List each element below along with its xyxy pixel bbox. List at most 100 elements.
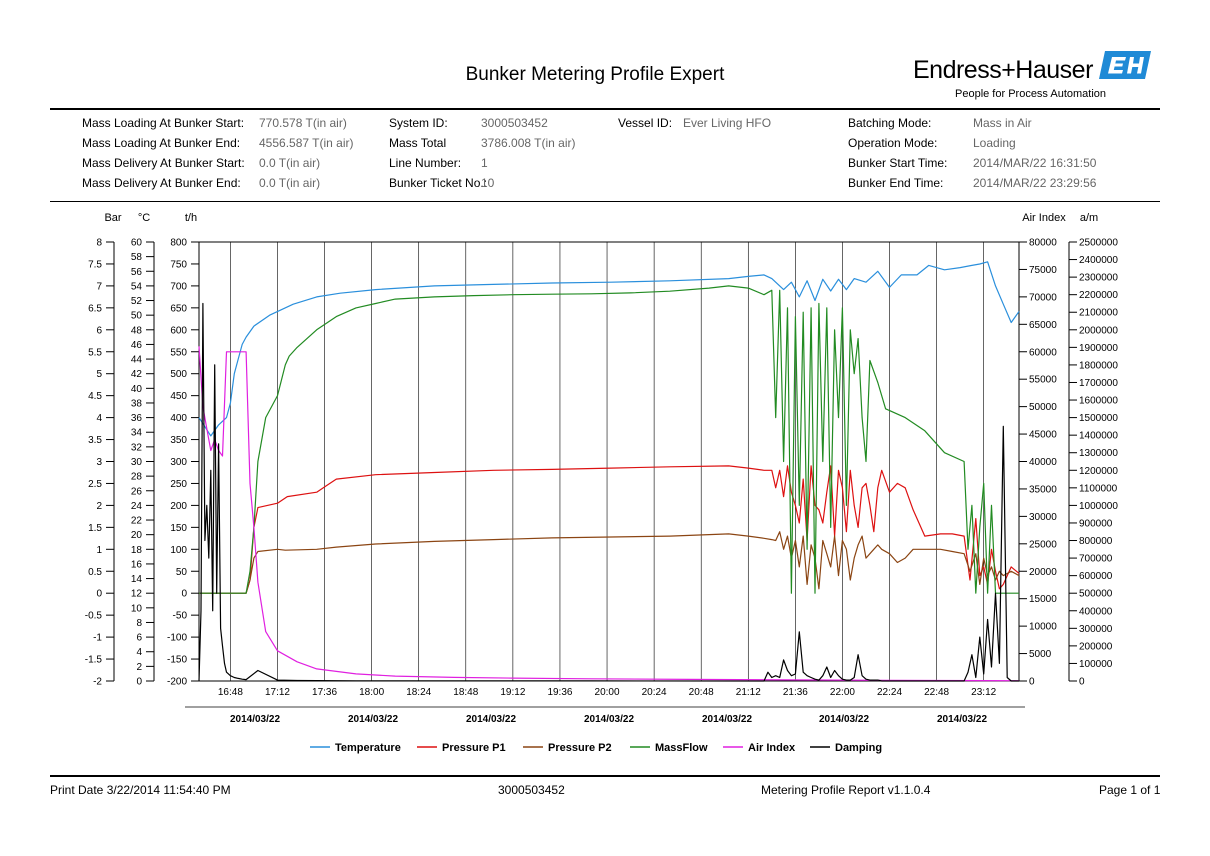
x-tick-label: 18:24: [406, 687, 431, 698]
x-tick-label: 17:36: [312, 687, 337, 698]
y-tick-label: 42: [131, 369, 143, 380]
date-label: 2014/03/22: [702, 714, 752, 725]
y-tick-label: 100000: [1079, 659, 1113, 670]
y-tick-label: 40000: [1029, 457, 1057, 468]
y-tick-label: 12: [131, 589, 143, 600]
y-tick-label: 54: [131, 281, 143, 292]
legend-label: Air Index: [748, 742, 796, 754]
y-tick-label: 80000: [1029, 238, 1057, 249]
footer-rule: [50, 775, 1160, 777]
x-tick-label: 22:24: [877, 687, 902, 698]
info-rule: [50, 201, 1160, 202]
brand-name: Endress+Hauser: [913, 56, 1093, 84]
y-tick-label: 20000: [1029, 567, 1057, 578]
date-label: 2014/03/22: [230, 714, 280, 725]
date-label: 2014/03/22: [348, 714, 398, 725]
y-tick-label: 800: [170, 238, 187, 249]
x-tick-label: 21:12: [736, 687, 761, 698]
y-tick-label: 44: [131, 355, 143, 366]
info-label: Mass Delivery At Bunker End:: [82, 176, 241, 190]
y-tick-label: 750: [170, 259, 187, 270]
axis-title-degC: °C: [138, 212, 150, 224]
y-tick-label: 14: [131, 574, 143, 585]
y-tick-label: 75000: [1029, 265, 1057, 276]
info-label: Bunker Ticket No.:: [389, 176, 488, 190]
y-tick-label: 550: [170, 347, 187, 358]
info-label: Bunker Start Time:: [848, 156, 948, 170]
y-tick-label: 2000000: [1079, 325, 1118, 336]
y-tick-label: -200: [167, 677, 187, 688]
axis-title-air: Air Index: [1022, 212, 1066, 224]
y-tick-label: 38: [131, 398, 143, 409]
y-tick-label: 4.5: [88, 391, 102, 402]
y-tick-label: 1300000: [1079, 448, 1118, 459]
y-tick-label: 350: [170, 435, 187, 446]
y-tick-label: 4: [136, 647, 142, 658]
y-tick-label: 5.5: [88, 347, 102, 358]
y-tick-label: 250: [170, 479, 187, 490]
y-tick-label: 20: [131, 530, 143, 541]
y-tick-label: 650: [170, 303, 187, 314]
y-tick-label: 1600000: [1079, 396, 1118, 407]
info-value: 770.578 T(in air): [259, 116, 347, 130]
info-label: Mass Total: [389, 136, 447, 150]
y-tick-label: 2.5: [88, 479, 102, 490]
y-tick-label: 3: [96, 457, 102, 468]
info-value: 3000503452: [481, 116, 548, 130]
info-value: 0.0 T(in air): [259, 176, 321, 190]
info-value: 2014/MAR/22 23:29:56: [973, 176, 1097, 190]
y-tick-label: 35000: [1029, 484, 1057, 495]
y-tick-label: 10: [131, 603, 143, 614]
x-tick-label: 22:00: [830, 687, 855, 698]
x-tick-label: 19:36: [547, 687, 572, 698]
brand-tagline: People for Process Automation: [955, 88, 1107, 100]
y-tick-label: 2: [136, 662, 142, 673]
y-tick-label: -1: [93, 633, 102, 644]
info-value: 1: [481, 156, 488, 170]
y-tick-label: 30000: [1029, 512, 1057, 523]
legend-label: MassFlow: [655, 742, 708, 754]
x-tick-label: 18:48: [453, 687, 478, 698]
y-tick-label: 8: [136, 618, 142, 629]
info-value: 0.0 T(in air): [259, 156, 321, 170]
y-tick-label: 50: [176, 567, 188, 578]
y-tick-label: 900000: [1079, 518, 1113, 529]
y-tick-label: 7: [96, 281, 102, 292]
y-tick-label: 50: [131, 311, 143, 322]
date-label: 2014/03/22: [819, 714, 869, 725]
info-label: Mass Delivery At Bunker Start:: [82, 156, 245, 170]
axis-title-th: t/h: [185, 212, 197, 224]
report-version: Metering Profile Report v1.1.0.4: [761, 783, 931, 797]
endress-hauser-logo-icon: [1099, 51, 1151, 79]
x-tick-label: 17:12: [265, 687, 290, 698]
y-tick-label: 18: [131, 545, 143, 556]
y-tick-label: 6: [136, 633, 142, 644]
y-tick-label: 1: [96, 545, 102, 556]
y-tick-label: 1.5: [88, 523, 102, 534]
page-title: Bunker Metering Profile Expert: [465, 64, 725, 85]
y-tick-label: -150: [167, 655, 187, 666]
y-tick-label: 0: [181, 589, 187, 600]
y-tick-label: 3.5: [88, 435, 102, 446]
x-tick-label: 21:36: [783, 687, 808, 698]
y-tick-label: -2: [93, 677, 102, 688]
y-tick-label: 40: [131, 384, 143, 395]
y-tick-label: 55000: [1029, 375, 1057, 386]
y-tick-label: 450: [170, 391, 187, 402]
y-tick-label: 58: [131, 252, 143, 263]
y-tick-label: 300000: [1079, 624, 1113, 635]
y-tick-label: 500000: [1079, 589, 1113, 600]
y-tick-label: 400000: [1079, 606, 1113, 617]
y-tick-label: 2200000: [1079, 290, 1118, 301]
y-tick-label: 2100000: [1079, 308, 1118, 319]
info-label: Vessel ID:: [618, 116, 673, 130]
y-tick-label: 2500000: [1079, 238, 1118, 249]
y-tick-label: 50000: [1029, 402, 1057, 413]
y-tick-label: 2: [96, 501, 102, 512]
y-tick-label: 46: [131, 340, 143, 351]
y-tick-label: 52: [131, 296, 143, 307]
y-tick-label: 22: [131, 516, 143, 527]
series-line-pressure-p2: [199, 531, 1020, 594]
y-tick-label: 1500000: [1079, 413, 1118, 424]
y-tick-label: 100: [170, 545, 187, 556]
